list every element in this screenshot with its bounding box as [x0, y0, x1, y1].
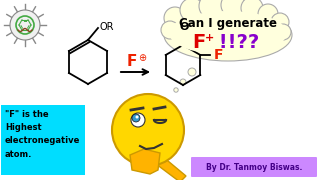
Text: F: F	[192, 33, 205, 53]
Circle shape	[164, 7, 186, 29]
Ellipse shape	[164, 9, 292, 61]
Text: !!??: !!??	[212, 33, 259, 53]
Text: F: F	[213, 48, 223, 62]
Ellipse shape	[169, 11, 287, 55]
Text: ⊕: ⊕	[138, 53, 146, 63]
Circle shape	[241, 0, 263, 19]
Circle shape	[271, 13, 289, 31]
Text: +: +	[205, 33, 214, 43]
Text: By Dr. Tanmoy Biswas.: By Dr. Tanmoy Biswas.	[206, 163, 302, 172]
Circle shape	[275, 24, 291, 40]
FancyBboxPatch shape	[1, 105, 85, 175]
Circle shape	[131, 113, 145, 127]
Circle shape	[180, 79, 186, 85]
Text: Can I generate: Can I generate	[179, 17, 277, 30]
Circle shape	[161, 21, 179, 39]
Text: O: O	[179, 22, 189, 32]
Circle shape	[132, 114, 140, 122]
Circle shape	[135, 116, 139, 118]
Circle shape	[188, 68, 196, 76]
Polygon shape	[156, 156, 186, 180]
Circle shape	[180, 0, 204, 22]
Circle shape	[112, 94, 184, 166]
Circle shape	[174, 88, 178, 92]
Circle shape	[199, 0, 225, 19]
Circle shape	[221, 0, 245, 17]
Polygon shape	[130, 149, 160, 174]
Circle shape	[258, 4, 278, 24]
FancyBboxPatch shape	[191, 157, 317, 177]
Circle shape	[10, 10, 40, 40]
Text: OR: OR	[100, 22, 115, 32]
Text: F: F	[127, 55, 137, 69]
Text: "F" is the
Highest
electronegative
atom.: "F" is the Highest electronegative atom.	[5, 110, 80, 159]
